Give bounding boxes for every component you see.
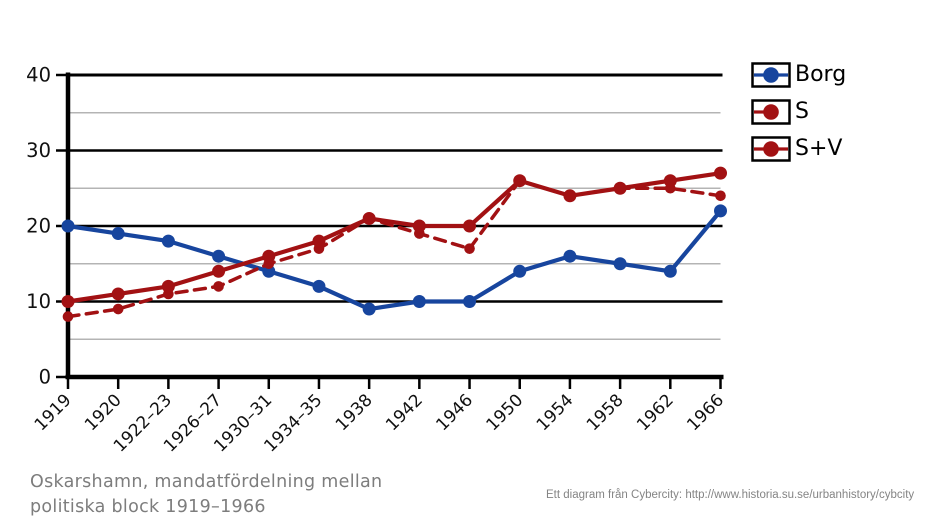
data-point-S-1926–27 — [213, 281, 224, 292]
data-point-S+V-1946 — [463, 219, 477, 233]
data-point-Borg-1954 — [563, 249, 577, 263]
data-point-Borg-1920 — [111, 227, 125, 241]
data-point-Borg-1922–23 — [161, 234, 175, 248]
data-point-S+V-1922–23 — [161, 279, 175, 293]
data-point-S+V-1919 — [61, 295, 75, 308]
legend-key-marker — [763, 104, 779, 120]
chart-legend: Borg S S+V — [751, 62, 846, 173]
x-tick-label-10: 1954 — [533, 390, 578, 435]
x-tick-label-13: 1966 — [683, 390, 728, 435]
data-point-S+V-1966 — [714, 166, 727, 180]
s-series-key-icon — [751, 99, 791, 125]
legend-row-sv: S+V — [751, 136, 846, 162]
borg-series-key-icon — [751, 62, 791, 88]
data-point-S-1946 — [464, 243, 475, 254]
legend-key-swatch — [751, 62, 791, 88]
x-tick-label-12: 1962 — [633, 390, 678, 435]
caption-line-2: politiska block 1919–1966 — [30, 497, 266, 517]
data-point-Borg-1930–31 — [262, 264, 276, 278]
data-point-S+V-1958 — [613, 181, 627, 195]
x-tick-label-8: 1946 — [432, 390, 477, 435]
credit-text: Ett diagram från Cybercity: http://www.h… — [546, 489, 915, 501]
data-point-Borg-1919 — [61, 219, 75, 233]
series-line-S+V — [65, 171, 723, 304]
data-point-Borg-1926–27 — [212, 249, 226, 263]
data-point-S+V-1920 — [111, 287, 125, 301]
y-tick-label-40: 40 — [26, 64, 51, 87]
legend-label-s: S — [795, 99, 809, 124]
caption-line-1: Oskarshamn, mandatfördelning mellan — [30, 472, 383, 492]
y-tick-label-10: 10 — [26, 290, 51, 313]
x-tick-label-1: 1920 — [81, 390, 126, 435]
data-point-Borg-1938 — [362, 302, 376, 316]
data-point-S-1919 — [62, 311, 74, 322]
x-tick-label-0: 1919 — [31, 390, 76, 435]
data-point-S-1920 — [112, 303, 124, 315]
data-point-S+V-1962 — [663, 174, 677, 188]
series-line-Borg — [65, 208, 723, 312]
legend-key-marker — [763, 141, 779, 157]
x-tick-label-6: 1938 — [332, 390, 377, 435]
chart-caption: Oskarshamn, mandatfördelning mellan poli… — [30, 470, 382, 520]
data-point-Borg-1950 — [513, 264, 527, 278]
x-tick-label-9: 1950 — [483, 390, 528, 435]
data-point-S+V-1938 — [362, 211, 376, 225]
y-tick-label-30: 30 — [26, 139, 51, 162]
data-point-Borg-1942 — [412, 295, 426, 308]
data-point-S+V-1930–31 — [262, 249, 276, 263]
data-point-Borg-1966 — [714, 204, 727, 218]
data-point-Borg-1962 — [663, 264, 677, 278]
x-tick-label-7: 1942 — [382, 390, 427, 435]
legend-row-borg: Borg — [751, 62, 846, 88]
data-point-S+V-1954 — [563, 189, 577, 203]
data-point-Borg-1934–35 — [312, 279, 326, 293]
data-point-Borg-1946 — [463, 295, 477, 308]
data-point-S+V-1926–27 — [212, 264, 226, 278]
data-point-S-1966 — [715, 190, 726, 202]
legend-row-s: S — [751, 99, 846, 125]
legend-key-marker — [763, 67, 779, 83]
legend-label-s-plus-v: S+V — [795, 136, 843, 161]
legend-key-swatch — [751, 136, 791, 162]
s-plus-v-series-key-icon — [751, 136, 791, 162]
x-tick-label-11: 1958 — [583, 390, 628, 435]
legend-label-borg: Borg — [795, 62, 847, 87]
data-point-Borg-1958 — [613, 257, 627, 271]
y-tick-label-20: 20 — [26, 215, 51, 238]
y-tick-label-0: 0 — [39, 366, 51, 389]
data-point-S+V-1950 — [513, 174, 527, 188]
data-point-S+V-1934–35 — [312, 234, 326, 248]
data-point-S+V-1942 — [412, 219, 426, 233]
legend-key-swatch — [751, 99, 791, 125]
